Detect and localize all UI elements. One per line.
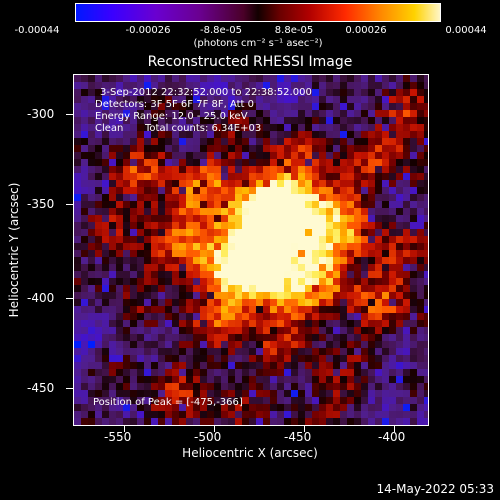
y-tick-label: -350	[27, 197, 55, 211]
time-range-annotation: 3-Sep-2012 22:32:52.000 to 22:38:52.000	[100, 87, 312, 98]
colorbar-tick-label: 0.00026	[345, 25, 387, 36]
y-tick	[66, 114, 73, 115]
x-tick	[304, 425, 305, 432]
x-tick-label: -500	[194, 430, 222, 444]
counts-annotation: Total counts: 6.34E+03	[145, 123, 262, 134]
x-tick	[214, 425, 215, 432]
x-tick	[124, 425, 125, 432]
colorbar-tick-label: -0.00044	[14, 25, 60, 36]
y-tick	[66, 204, 73, 205]
colorbar-tick-label: 8.8e-05	[274, 25, 314, 36]
x-tick-label: -400	[378, 430, 406, 444]
colorbar-tick-label: -8.8e-05	[200, 25, 242, 36]
colorbar-tick-label: 0.00044	[445, 25, 487, 36]
colorbar	[75, 3, 441, 22]
x-tick	[394, 425, 395, 432]
plot-title: Reconstructed RHESSI Image	[147, 54, 353, 70]
colorbar-units: (photons cm⁻² s⁻¹ asec⁻²)	[193, 38, 323, 49]
method-annotation: Clean	[95, 123, 124, 134]
y-tick-label: -300	[27, 107, 55, 121]
y-tick	[66, 388, 73, 389]
colorbar-tick-label: -0.00026	[125, 25, 171, 36]
energy-annotation: Energy Range: 12.0 - 25.0 keV	[95, 111, 248, 122]
y-tick	[66, 298, 73, 299]
y-tick-label: -450	[27, 381, 55, 395]
y-axis-label: Heliocentric Y (arcsec)	[7, 182, 21, 318]
detectors-annotation: Detectors: 3F 5F 6F 7F 8F, Att 0	[95, 99, 255, 110]
peak-position-annotation: Position of Peak = [-475,-366]	[93, 397, 243, 408]
y-tick-label: -400	[27, 291, 55, 305]
image-plot	[73, 74, 429, 426]
colorbar-gradient	[76, 4, 440, 21]
x-tick-label: -550	[104, 430, 132, 444]
footer-timestamp: 14-May-2022 05:33	[376, 482, 494, 496]
heatmap-image	[74, 75, 428, 425]
x-axis-label: Heliocentric X (arcsec)	[182, 446, 318, 460]
x-tick-label: -450	[284, 430, 312, 444]
